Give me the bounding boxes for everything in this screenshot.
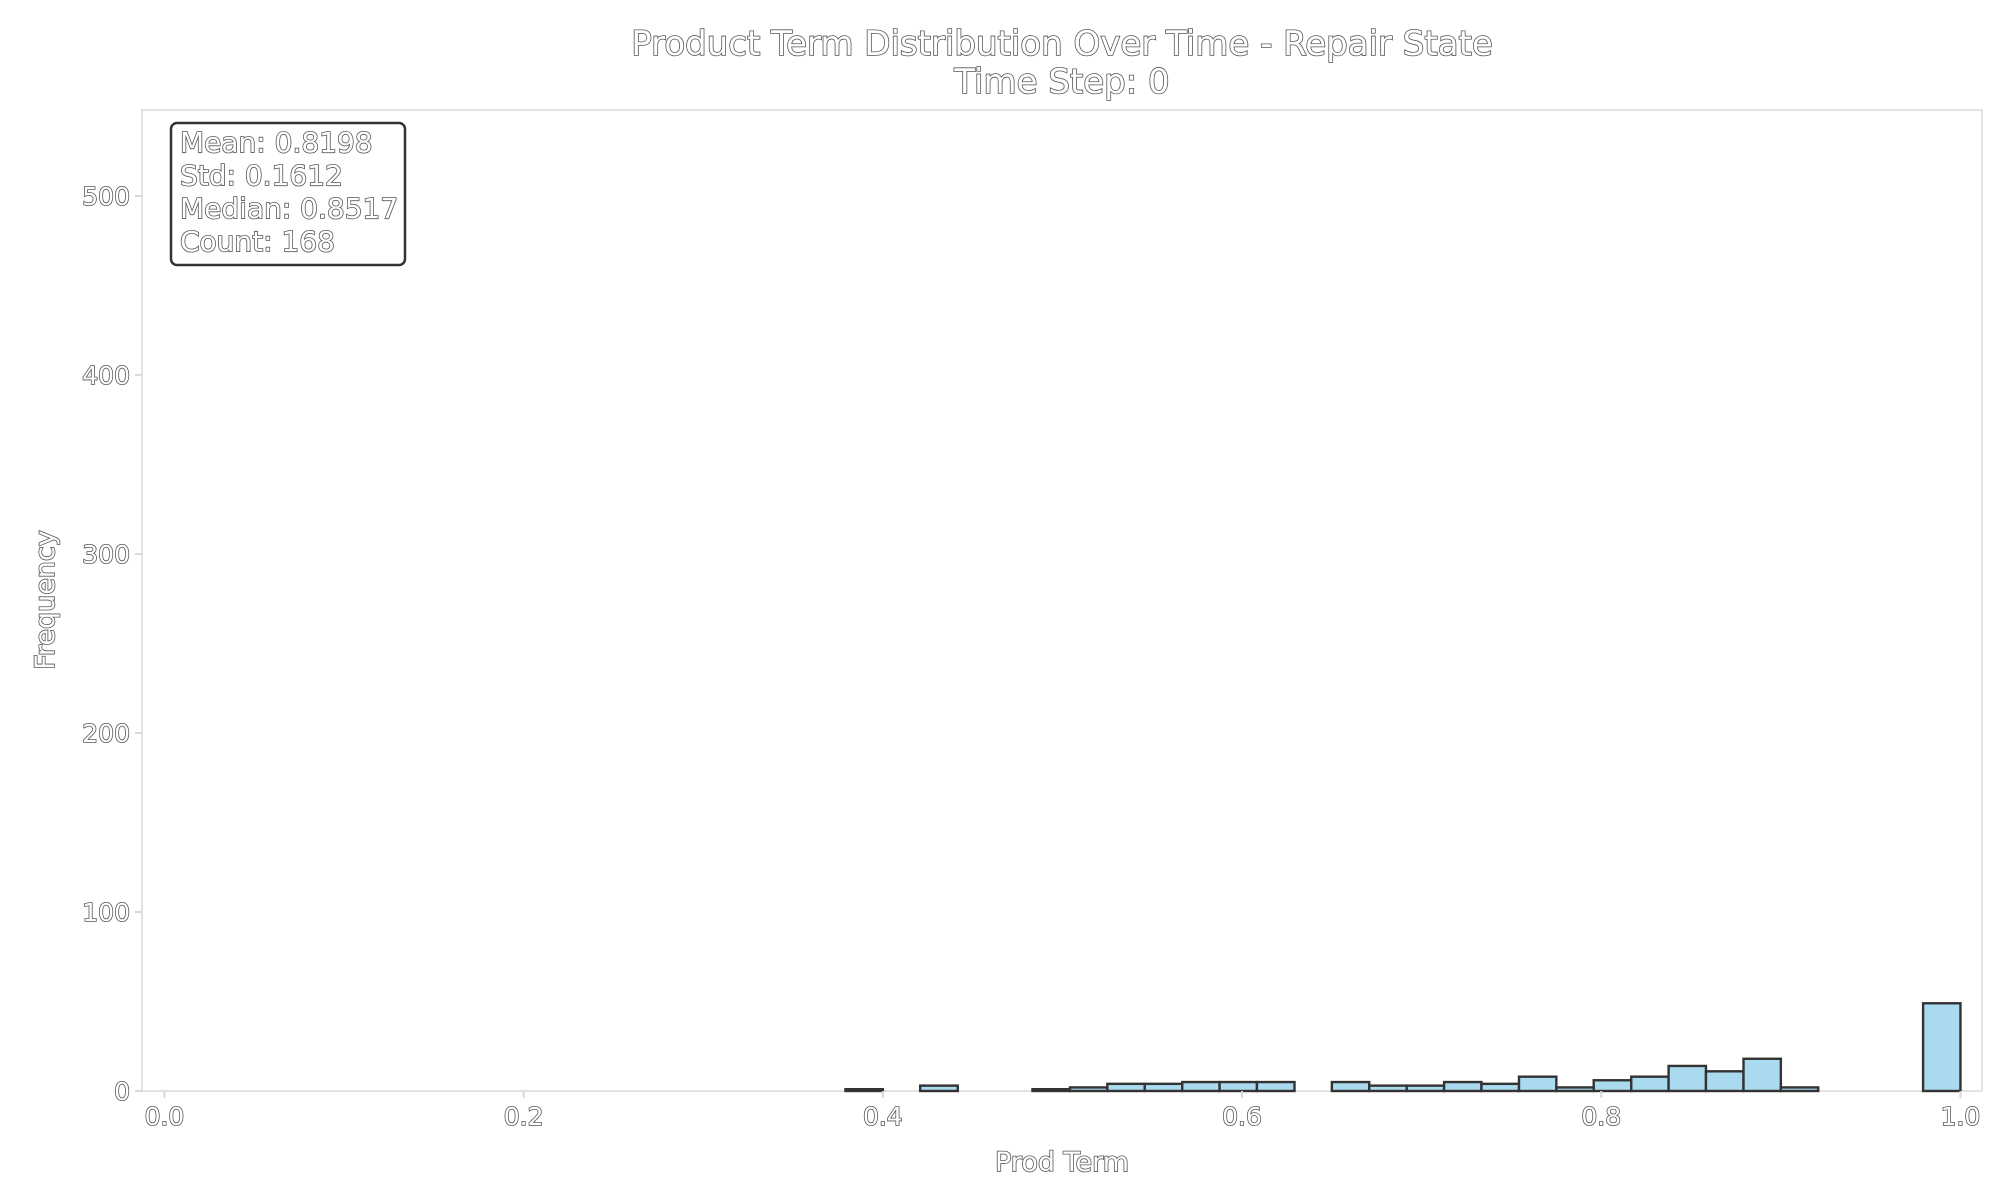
x-axis: 0.0 0.2 0.4 0.6 0.8 1.0	[144, 1091, 1981, 1132]
histogram-bar-20	[1742, 1057, 1783, 1093]
histogram-bar-21	[1779, 1086, 1820, 1093]
y-tick-label-4: 400	[82, 361, 130, 390]
histogram-bar-2	[1031, 1088, 1072, 1093]
histogram-bar-7	[1218, 1080, 1259, 1093]
y-tick-label-0: 0	[114, 1077, 130, 1106]
chart-subtitle: Time Step: 0	[953, 62, 1169, 102]
x-tick-label-5: 1.0	[1941, 1102, 1981, 1131]
bars-layer	[844, 1002, 1962, 1093]
y-axis: 0 100 200 300 400 500	[81, 181, 142, 1107]
y-tick-label-5: 500	[82, 182, 130, 211]
x-tick-label-1: 0.2	[504, 1102, 544, 1131]
y-tick-label-1: 100	[82, 898, 130, 927]
histogram-bar-19	[1704, 1070, 1745, 1093]
y-tick-label-3: 300	[82, 540, 130, 569]
stats-box-border	[169, 121, 407, 267]
chart-title: Product Term Distribution Over Time - Re…	[631, 24, 1493, 64]
histogram-bar-8	[1255, 1080, 1296, 1093]
histogram-bar-9	[1330, 1080, 1371, 1093]
histogram-bar-15	[1555, 1086, 1595, 1093]
x-tick-label-4: 0.8	[1581, 1102, 1621, 1131]
histogram-bar-13	[1480, 1082, 1521, 1093]
stats-mean: Mean: 0.8198	[180, 126, 373, 159]
stats-median: Median: 0.8517	[180, 192, 398, 225]
histogram-bar-6	[1181, 1080, 1221, 1093]
histogram-bar-0	[844, 1088, 885, 1093]
x-axis-label: Prod Term	[995, 1147, 1129, 1178]
histogram-bar-11	[1405, 1084, 1446, 1093]
histogram-bar-3	[1068, 1086, 1109, 1093]
plot-area-frame	[141, 109, 1983, 1092]
histogram-bar-22	[1921, 1002, 1962, 1093]
histogram-bar-4	[1106, 1082, 1146, 1093]
histogram-bar-5	[1143, 1082, 1184, 1093]
x-tick-label-3: 0.6	[1222, 1102, 1262, 1131]
stats-std: Std: 0.1612	[180, 159, 343, 192]
stats-annotation-box: Mean: 0.8198 Std: 0.1612 Median: 0.8517 …	[169, 121, 407, 267]
x-tick-label-0: 0.0	[145, 1102, 185, 1131]
histogram-bar-10	[1368, 1084, 1408, 1093]
histogram-bar-17	[1630, 1075, 1670, 1093]
histogram-bar-12	[1442, 1080, 1483, 1093]
y-axis-label: Frequency	[30, 530, 61, 670]
histogram-bar-14	[1517, 1075, 1558, 1093]
stats-count: Count: 168	[180, 225, 335, 258]
histogram-bar-18	[1667, 1064, 1708, 1093]
x-tick-label-2: 0.4	[863, 1102, 903, 1131]
histogram-bar-1	[919, 1084, 959, 1093]
y-tick-label-2: 200	[82, 719, 130, 748]
histogram-bar-16	[1592, 1079, 1633, 1093]
